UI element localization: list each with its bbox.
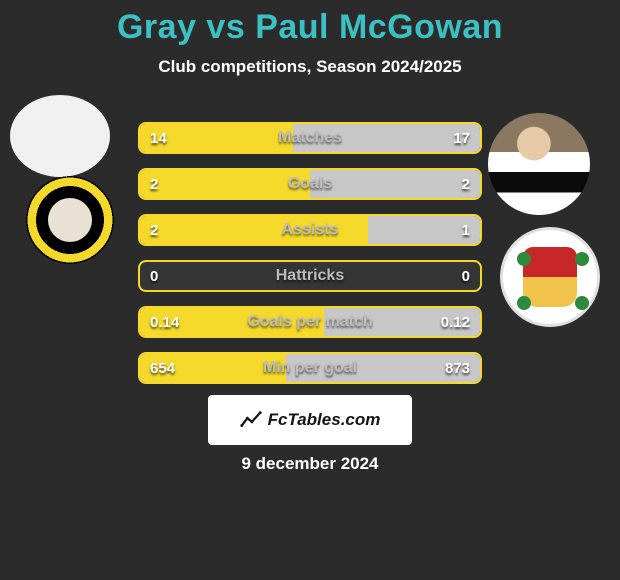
stat-value-right: 0 (452, 262, 480, 290)
stat-row: 22Goals (138, 168, 482, 200)
bar-fill-left (140, 216, 368, 244)
player-right-photo (488, 113, 590, 215)
bar-fill-left (140, 354, 286, 382)
club-left-badge (20, 170, 120, 270)
stat-value-left: 0 (140, 262, 168, 290)
chart-icon (240, 409, 262, 431)
bar-fill-right (310, 170, 480, 198)
bar-fill-left (140, 170, 310, 198)
stat-row: 0 0Hattricks (138, 260, 482, 292)
stat-row: 654873Min per goal (138, 352, 482, 384)
date: 9 december 2024 (0, 454, 620, 474)
player-left-photo (10, 95, 110, 177)
bar-fill-right (368, 216, 480, 244)
bar-fill-right (324, 308, 480, 336)
branding: FcTables.com (208, 395, 412, 445)
bar-fill-right (293, 124, 480, 152)
comparison-bars: 1417Matches 22Goals 21Assists 0 0Hattricks 0.… (138, 122, 482, 398)
stat-label: Hattricks (140, 262, 480, 290)
bar-fill-left (140, 308, 324, 336)
club-right-badge (500, 227, 600, 327)
branding-text: FcTables.com (268, 410, 381, 430)
bar-fill-right (286, 354, 480, 382)
bar-fill-left (140, 124, 293, 152)
stat-row: 0.140.12Goals per match (138, 306, 482, 338)
stat-row: 21Assists (138, 214, 482, 246)
subtitle: Club competitions, Season 2024/2025 (0, 57, 620, 77)
stat-row: 1417Matches (138, 122, 482, 154)
page-title: Gray vs Paul McGowan (0, 0, 620, 47)
